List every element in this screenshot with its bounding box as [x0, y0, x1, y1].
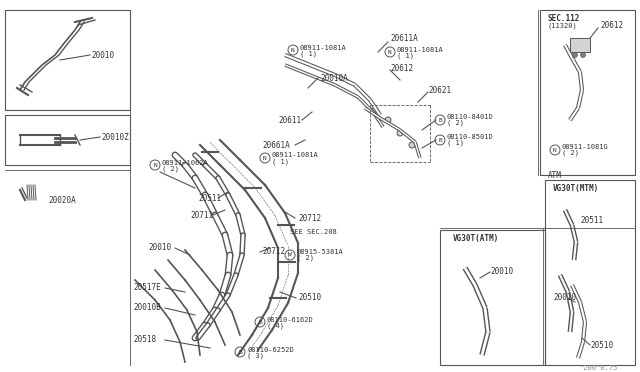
Bar	[5, 10, 130, 110]
Text: 08911-1062A: 08911-1062A	[162, 160, 209, 166]
Text: (11320): (11320)	[548, 23, 578, 29]
Text: B: B	[438, 118, 442, 122]
Text: 20611: 20611	[278, 115, 301, 125]
Text: 20010B: 20010B	[133, 304, 161, 312]
Text: N: N	[291, 48, 295, 52]
Text: 08911-1081G: 08911-1081G	[562, 144, 609, 150]
Text: 08110-8401D: 08110-8401D	[447, 114, 493, 120]
Text: ( 2): ( 2)	[562, 150, 579, 156]
Text: 08911-1081A: 08911-1081A	[300, 45, 347, 51]
Text: 20511: 20511	[580, 215, 603, 224]
Text: 20517E: 20517E	[133, 283, 161, 292]
Text: 20518: 20518	[133, 336, 156, 344]
Text: 20661A: 20661A	[262, 141, 290, 150]
Text: 20611A: 20611A	[390, 33, 418, 42]
Bar	[570, 38, 590, 52]
Text: 20010Z: 20010Z	[101, 132, 129, 141]
Circle shape	[397, 130, 403, 136]
Text: 20010A: 20010A	[320, 74, 348, 83]
Bar	[5, 115, 130, 165]
Bar	[540, 10, 635, 175]
Text: 20010: 20010	[91, 51, 114, 60]
Text: N: N	[553, 148, 557, 153]
Bar	[545, 180, 635, 365]
Text: W: W	[288, 253, 292, 257]
Text: ( 1): ( 1)	[300, 51, 317, 57]
Text: N: N	[263, 155, 267, 160]
Circle shape	[409, 142, 415, 148]
Text: 20621: 20621	[428, 86, 451, 94]
Text: 20020A: 20020A	[48, 196, 76, 205]
Text: ( 4): ( 4)	[267, 323, 284, 329]
Text: 20010: 20010	[148, 244, 171, 253]
Circle shape	[385, 117, 391, 123]
Bar	[440, 230, 545, 365]
Circle shape	[372, 107, 378, 113]
Text: 20010: 20010	[490, 267, 513, 276]
Text: B: B	[438, 138, 442, 142]
Text: ( 2): ( 2)	[447, 120, 464, 126]
Text: 20612: 20612	[390, 64, 413, 73]
Text: 20711: 20711	[190, 211, 213, 219]
Text: ( 1): ( 1)	[272, 159, 289, 165]
Text: 08110-6252D: 08110-6252D	[247, 347, 294, 353]
Text: N: N	[153, 163, 157, 167]
Text: ( 1): ( 1)	[397, 53, 414, 59]
Text: 08911-1081A: 08911-1081A	[397, 47, 444, 53]
Text: ( 2): ( 2)	[297, 255, 314, 261]
Text: ( 2): ( 2)	[162, 166, 179, 172]
Circle shape	[580, 52, 586, 58]
Text: 20612: 20612	[600, 20, 623, 29]
Text: ^200^0.75: ^200^0.75	[580, 365, 618, 371]
Text: VG30T(ATM): VG30T(ATM)	[453, 234, 499, 243]
Text: 20712: 20712	[262, 247, 285, 257]
Text: B: B	[238, 350, 242, 355]
Text: 20510: 20510	[298, 294, 321, 302]
Text: 08911-1081A: 08911-1081A	[272, 152, 319, 158]
Text: 08110-6162D: 08110-6162D	[267, 317, 314, 323]
Text: SEC.112: SEC.112	[548, 13, 580, 22]
Text: 08110-8501D: 08110-8501D	[447, 134, 493, 140]
Text: 20510: 20510	[590, 340, 613, 350]
Text: B: B	[258, 320, 262, 324]
Text: ( 3): ( 3)	[247, 353, 264, 359]
Text: 20712: 20712	[298, 214, 321, 222]
Text: N: N	[388, 49, 392, 55]
Text: 20511: 20511	[198, 193, 221, 202]
Circle shape	[573, 52, 577, 58]
Text: VG30T(MTM): VG30T(MTM)	[553, 183, 599, 192]
Text: 08915-5381A: 08915-5381A	[297, 249, 344, 255]
Text: SEE SEC.208: SEE SEC.208	[290, 229, 337, 235]
Text: ATM: ATM	[548, 170, 562, 180]
Text: ( 1): ( 1)	[447, 140, 464, 146]
Text: 20010: 20010	[553, 294, 576, 302]
